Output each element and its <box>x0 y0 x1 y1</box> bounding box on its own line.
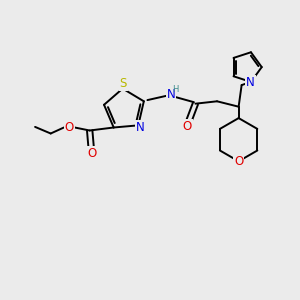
Text: O: O <box>234 155 243 168</box>
Text: H: H <box>172 85 179 94</box>
Text: N: N <box>167 88 175 101</box>
Text: O: O <box>183 120 192 133</box>
Text: O: O <box>65 121 74 134</box>
Text: S: S <box>120 77 127 90</box>
Text: O: O <box>87 147 96 161</box>
Text: N: N <box>246 76 255 89</box>
Text: N: N <box>136 121 145 134</box>
